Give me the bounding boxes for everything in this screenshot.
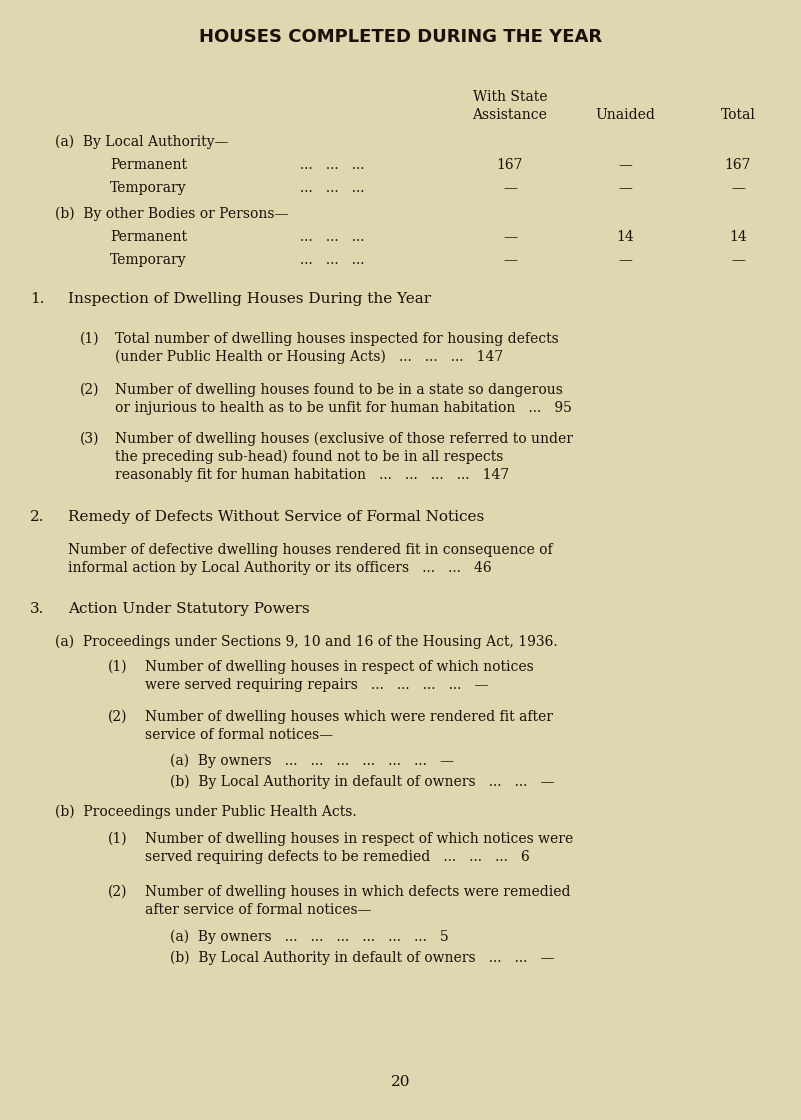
Text: —: —: [503, 253, 517, 267]
Text: Action Under Statutory Powers: Action Under Statutory Powers: [68, 603, 310, 616]
Text: 3.: 3.: [30, 603, 44, 616]
Text: reasonably fit for human habitation   ...   ...   ...   ...   147: reasonably fit for human habitation ... …: [115, 468, 509, 482]
Text: informal action by Local Authority or its officers   ...   ...   46: informal action by Local Authority or it…: [68, 561, 492, 575]
Text: (3): (3): [80, 432, 99, 446]
Text: service of formal notices—: service of formal notices—: [145, 728, 333, 743]
Text: Number of dwelling houses in respect of which notices: Number of dwelling houses in respect of …: [145, 660, 533, 674]
Text: served requiring defects to be remedied   ...   ...   ...   6: served requiring defects to be remedied …: [145, 850, 529, 864]
Text: (a)  By Local Authority—: (a) By Local Authority—: [55, 136, 228, 149]
Text: 167: 167: [725, 158, 751, 172]
Text: —: —: [503, 181, 517, 195]
Text: (2): (2): [108, 885, 127, 899]
Text: Unaided: Unaided: [595, 108, 655, 122]
Text: Number of dwelling houses which were rendered fit after: Number of dwelling houses which were ren…: [145, 710, 553, 724]
Text: (1): (1): [80, 332, 99, 346]
Text: 20: 20: [391, 1075, 411, 1089]
Text: Number of defective dwelling houses rendered fit in consequence of: Number of defective dwelling houses rend…: [68, 543, 553, 557]
Text: —: —: [618, 158, 632, 172]
Text: (b)  By Local Authority in default of owners   ...   ...   —: (b) By Local Authority in default of own…: [170, 775, 554, 790]
Text: ...   ...   ...: ... ... ...: [300, 253, 364, 267]
Text: (a)  By owners   ...   ...   ...   ...   ...   ...   —: (a) By owners ... ... ... ... ... ... —: [170, 754, 454, 768]
Text: —: —: [618, 181, 632, 195]
Text: 14: 14: [616, 230, 634, 244]
Text: (2): (2): [108, 710, 127, 724]
Text: Number of dwelling houses in which defects were remedied: Number of dwelling houses in which defec…: [145, 885, 570, 899]
Text: (a)  By owners   ...   ...   ...   ...   ...   ...   5: (a) By owners ... ... ... ... ... ... 5: [170, 930, 449, 944]
Text: (2): (2): [80, 383, 99, 396]
Text: HOUSES COMPLETED DURING THE YEAR: HOUSES COMPLETED DURING THE YEAR: [199, 28, 602, 46]
Text: ...   ...   ...: ... ... ...: [300, 181, 364, 195]
Text: (a)  Proceedings under Sections 9, 10 and 16 of the Housing Act, 1936.: (a) Proceedings under Sections 9, 10 and…: [55, 635, 557, 650]
Text: ...   ...   ...: ... ... ...: [300, 158, 364, 172]
Text: Temporary: Temporary: [110, 181, 187, 195]
Text: Number of dwelling houses in respect of which notices were: Number of dwelling houses in respect of …: [145, 832, 574, 846]
Text: —: —: [731, 253, 745, 267]
Text: (1): (1): [108, 660, 127, 674]
Text: Inspection of Dwelling Houses During the Year: Inspection of Dwelling Houses During the…: [68, 292, 431, 306]
Text: Number of dwelling houses found to be in a state so dangerous: Number of dwelling houses found to be in…: [115, 383, 563, 396]
Text: the preceding sub-head) found not to be in all respects: the preceding sub-head) found not to be …: [115, 450, 503, 465]
Text: —: —: [503, 230, 517, 244]
Text: (under Public Health or Housing Acts)   ...   ...   ...   147: (under Public Health or Housing Acts) ..…: [115, 349, 503, 364]
Text: Remedy of Defects Without Service of Formal Notices: Remedy of Defects Without Service of For…: [68, 510, 485, 524]
Text: With State: With State: [473, 90, 547, 104]
Text: 167: 167: [497, 158, 523, 172]
Text: after service of formal notices—: after service of formal notices—: [145, 903, 372, 917]
Text: (b)  By Local Authority in default of owners   ...   ...   —: (b) By Local Authority in default of own…: [170, 951, 554, 965]
Text: Temporary: Temporary: [110, 253, 187, 267]
Text: —: —: [618, 253, 632, 267]
Text: (1): (1): [108, 832, 127, 846]
Text: were served requiring repairs   ...   ...   ...   ...   —: were served requiring repairs ... ... ..…: [145, 678, 489, 692]
Text: (b)  Proceedings under Public Health Acts.: (b) Proceedings under Public Health Acts…: [55, 805, 356, 820]
Text: 14: 14: [729, 230, 747, 244]
Text: Permanent: Permanent: [110, 230, 187, 244]
Text: (b)  By other Bodies or Persons—: (b) By other Bodies or Persons—: [55, 207, 288, 222]
Text: or injurious to health as to be unfit for human habitation   ...   95: or injurious to health as to be unfit fo…: [115, 401, 572, 416]
Text: Number of dwelling houses (exclusive of those referred to under: Number of dwelling houses (exclusive of …: [115, 432, 573, 447]
Text: —: —: [731, 181, 745, 195]
Text: ...   ...   ...: ... ... ...: [300, 230, 364, 244]
Text: 2.: 2.: [30, 510, 45, 524]
Text: 1.: 1.: [30, 292, 45, 306]
Text: Assistance: Assistance: [473, 108, 547, 122]
Text: Permanent: Permanent: [110, 158, 187, 172]
Text: Total number of dwelling houses inspected for housing defects: Total number of dwelling houses inspecte…: [115, 332, 559, 346]
Text: Total: Total: [721, 108, 755, 122]
